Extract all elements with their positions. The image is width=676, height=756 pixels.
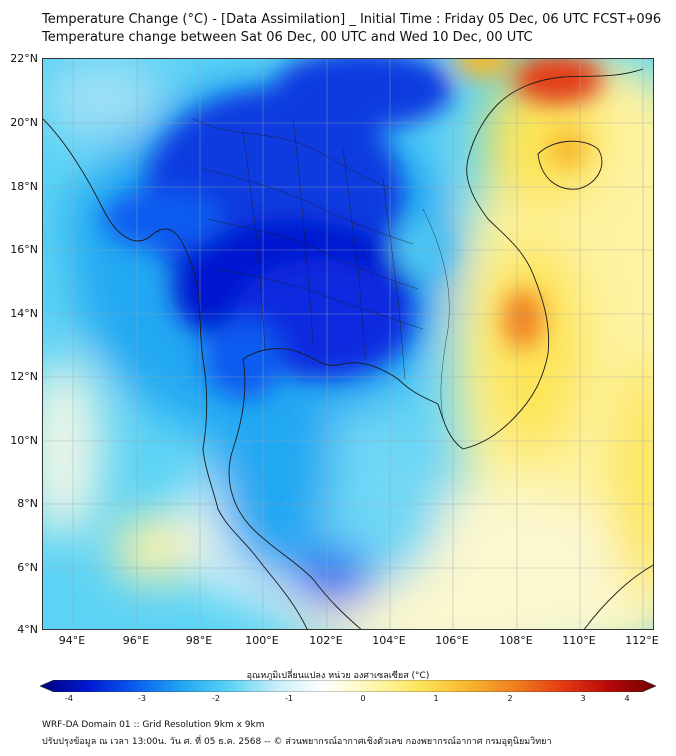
provinces: [192, 118, 450, 420]
lat-label: 14°N: [10, 307, 38, 320]
lat-label: 4°N: [17, 623, 38, 636]
colorbar-tick: -1: [285, 694, 293, 703]
lon-label: 112°E: [625, 634, 659, 647]
graticule: [43, 59, 653, 629]
colorbar-tick: 1: [433, 694, 439, 703]
map-subtitle: Temperature change between Sat 06 Dec, 0…: [42, 30, 533, 45]
colorbar-tick: -4: [65, 694, 73, 703]
map-area: [42, 58, 654, 630]
lat-label: 22°N: [10, 52, 38, 65]
lat-label: 18°N: [10, 180, 38, 193]
footer-credit: ปรับปรุงข้อมูล ณ เวลา 13:00น. วัน ศ. ที่…: [42, 737, 552, 747]
field-core: [103, 59, 603, 399]
lon-label: 94°E: [58, 634, 86, 647]
coastlines: [43, 68, 653, 629]
colorbar-tick: 0: [360, 694, 366, 703]
colorbar-tick: 3: [580, 694, 586, 703]
lat-label: 6°N: [17, 561, 38, 574]
colorbar-tick: 2: [507, 694, 513, 703]
lon-label: 106°E: [435, 634, 469, 647]
lat-label: 20°N: [10, 116, 38, 129]
colorbar-tick: 4: [624, 694, 630, 703]
map-title: Temperature Change (°C) - [Data Assimila…: [42, 12, 662, 27]
lat-label: 10°N: [10, 434, 38, 447]
colorbar-title: อุณหภูมิเปลี่ยนแปลง หน่วย องศาเซลเซียส (…: [246, 671, 430, 681]
lon-label: 104°E: [372, 634, 406, 647]
temperature-field: [43, 59, 653, 629]
colorbar-tick: -2: [212, 694, 220, 703]
lon-label: 108°E: [499, 634, 533, 647]
lon-label: 110°E: [562, 634, 596, 647]
lon-label: 102°E: [309, 634, 343, 647]
lat-label: 8°N: [17, 497, 38, 510]
lon-label: 100°E: [245, 634, 279, 647]
lat-label: 16°N: [10, 243, 38, 256]
lon-label: 96°E: [122, 634, 150, 647]
colorbar: [40, 680, 656, 692]
lat-label: 12°N: [10, 370, 38, 383]
footer-model-info: WRF-DA Domain 01 :: Grid Resolution 9km …: [42, 720, 265, 730]
colorbar-tick: -3: [138, 694, 146, 703]
lon-label: 98°E: [185, 634, 213, 647]
